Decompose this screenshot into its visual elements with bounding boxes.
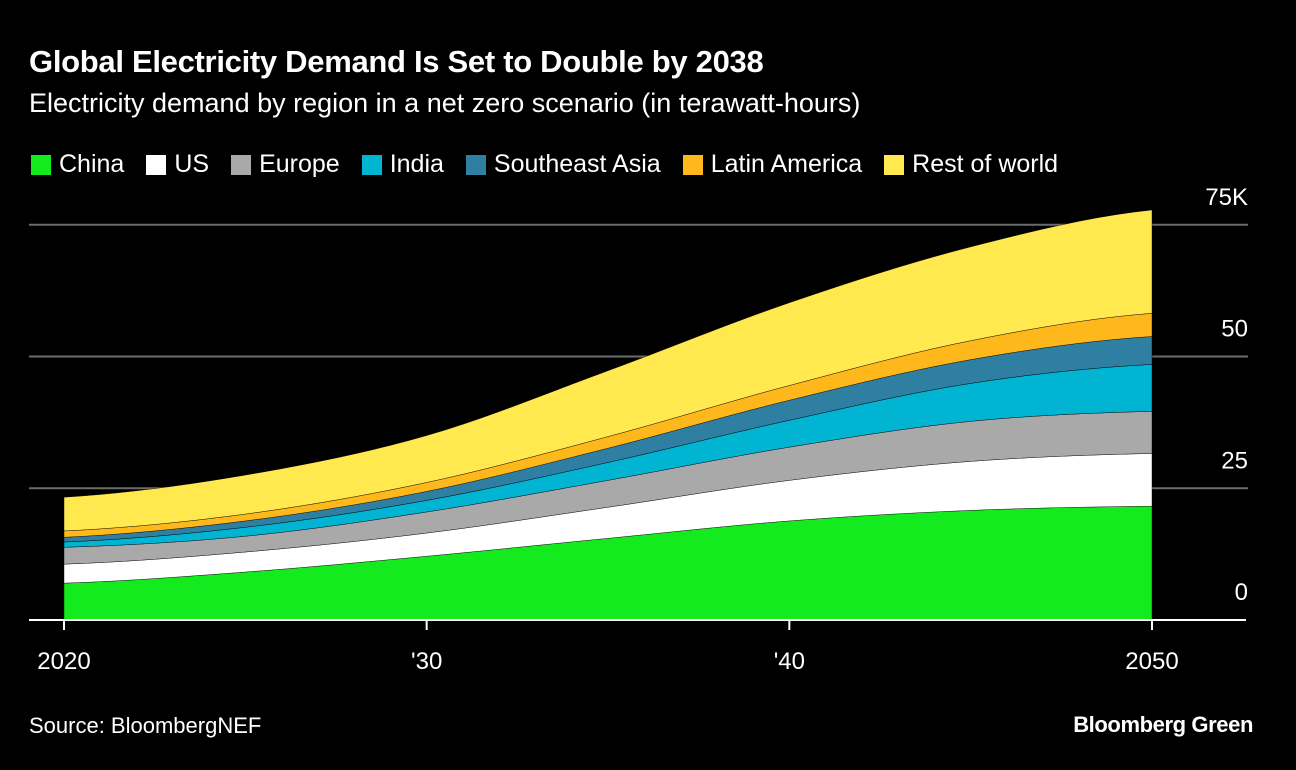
legend-label: India bbox=[389, 150, 444, 178]
legend-item: US bbox=[146, 150, 209, 179]
source-note: Source: BloombergNEF bbox=[29, 713, 262, 738]
legend-label: Rest of world bbox=[912, 150, 1059, 178]
y-tick-label: 50 bbox=[1221, 316, 1248, 343]
legend-item: Europe bbox=[231, 150, 340, 179]
legend-label: Southeast Asia bbox=[493, 150, 661, 178]
legend-swatch bbox=[884, 154, 905, 175]
legend-label: China bbox=[59, 150, 125, 178]
legend-item: India bbox=[361, 150, 444, 179]
brand-logo: Bloomberg Green bbox=[1073, 712, 1253, 737]
legend-label: US bbox=[174, 150, 210, 178]
legend-item: Rest of world bbox=[884, 150, 1058, 179]
legend-swatch bbox=[361, 154, 382, 175]
area-rest-of-world bbox=[63, 209, 1153, 532]
legend-item: Latin America bbox=[682, 150, 863, 179]
legend-swatch bbox=[231, 154, 252, 175]
y-tick-label: 25 bbox=[1221, 447, 1248, 474]
y-tick-label: 75K bbox=[1205, 184, 1248, 211]
legend: China US Europe India Southeast Asia Latin Am… bbox=[31, 150, 1058, 179]
legend-swatch bbox=[682, 154, 703, 175]
x-tick-label: '30 bbox=[411, 648, 442, 675]
legend-swatch bbox=[146, 154, 167, 175]
x-tick-label: 2020 bbox=[37, 648, 90, 675]
legend-label: Europe bbox=[259, 150, 340, 178]
legend-label: Latin America bbox=[710, 150, 863, 178]
y-tick-label: 0 bbox=[1235, 579, 1248, 606]
legend-swatch bbox=[31, 154, 51, 175]
legend-item: China bbox=[31, 150, 124, 179]
x-tick-label: '40 bbox=[774, 648, 805, 675]
chart-subtitle: Electricity demand by region in a net ze… bbox=[29, 88, 861, 118]
x-tick-label: 2050 bbox=[1125, 648, 1178, 675]
legend-swatch bbox=[465, 154, 486, 175]
chart-title: Global Electricity Demand Is Set to Doub… bbox=[29, 44, 764, 79]
legend-item: Southeast Asia bbox=[465, 150, 661, 179]
